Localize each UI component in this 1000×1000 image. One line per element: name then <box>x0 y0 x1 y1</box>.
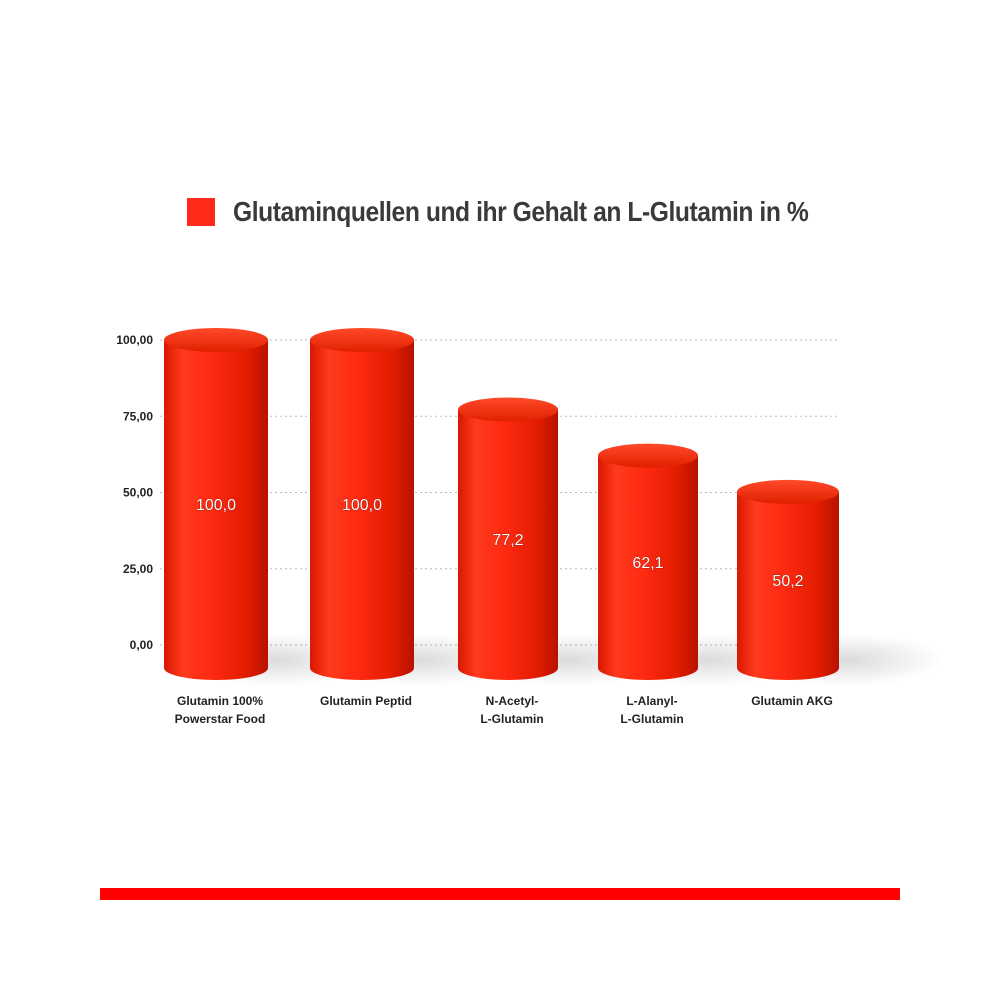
x-tick-label: Powerstar Food <box>175 712 266 726</box>
bar <box>598 455 698 680</box>
data-label: 77,2 <box>492 532 523 549</box>
label-layer: 0,00 25,00 50,00 75,00 100,00 100,0 Glutamin 1… <box>116 333 832 726</box>
data-label: 50,2 <box>772 573 803 590</box>
bar-top <box>737 479 839 504</box>
bar <box>737 491 839 680</box>
legend: Glutaminquellen und ihr Gehalt an L-Glut… <box>187 196 887 228</box>
bar-top <box>458 397 558 422</box>
x-tick-label: Glutamin Peptid <box>320 694 412 708</box>
bar-top <box>310 328 414 352</box>
bar <box>164 340 268 680</box>
bar-layer <box>164 328 839 680</box>
x-tick-label: L-Alanyl- <box>626 694 677 708</box>
x-tick-label: Glutamin 100% <box>177 694 263 708</box>
bar-top <box>164 328 268 352</box>
y-tick-label: 50,00 <box>123 486 153 500</box>
bar <box>310 340 414 680</box>
y-tick-label: 25,00 <box>123 562 153 576</box>
bottom-accent-rule <box>100 888 900 900</box>
x-tick-label: Glutamin AKG <box>751 694 833 708</box>
legend-swatch <box>187 198 215 226</box>
x-tick-label: N-Acetyl- <box>486 694 539 708</box>
data-label: 62,1 <box>632 555 663 572</box>
x-tick-label: L-Glutamin <box>620 712 683 726</box>
bar-top <box>598 443 698 468</box>
legend-label: Glutaminquellen und ihr Gehalt an L-Glut… <box>233 196 809 227</box>
y-tick-label: 75,00 <box>123 409 153 423</box>
y-tick-label: 0,00 <box>130 638 154 652</box>
bar <box>458 409 558 680</box>
data-label: 100,0 <box>196 497 236 514</box>
data-label: 100,0 <box>342 497 382 514</box>
x-tick-label: L-Glutamin <box>480 712 543 726</box>
y-tick-label: 100,00 <box>116 333 153 347</box>
